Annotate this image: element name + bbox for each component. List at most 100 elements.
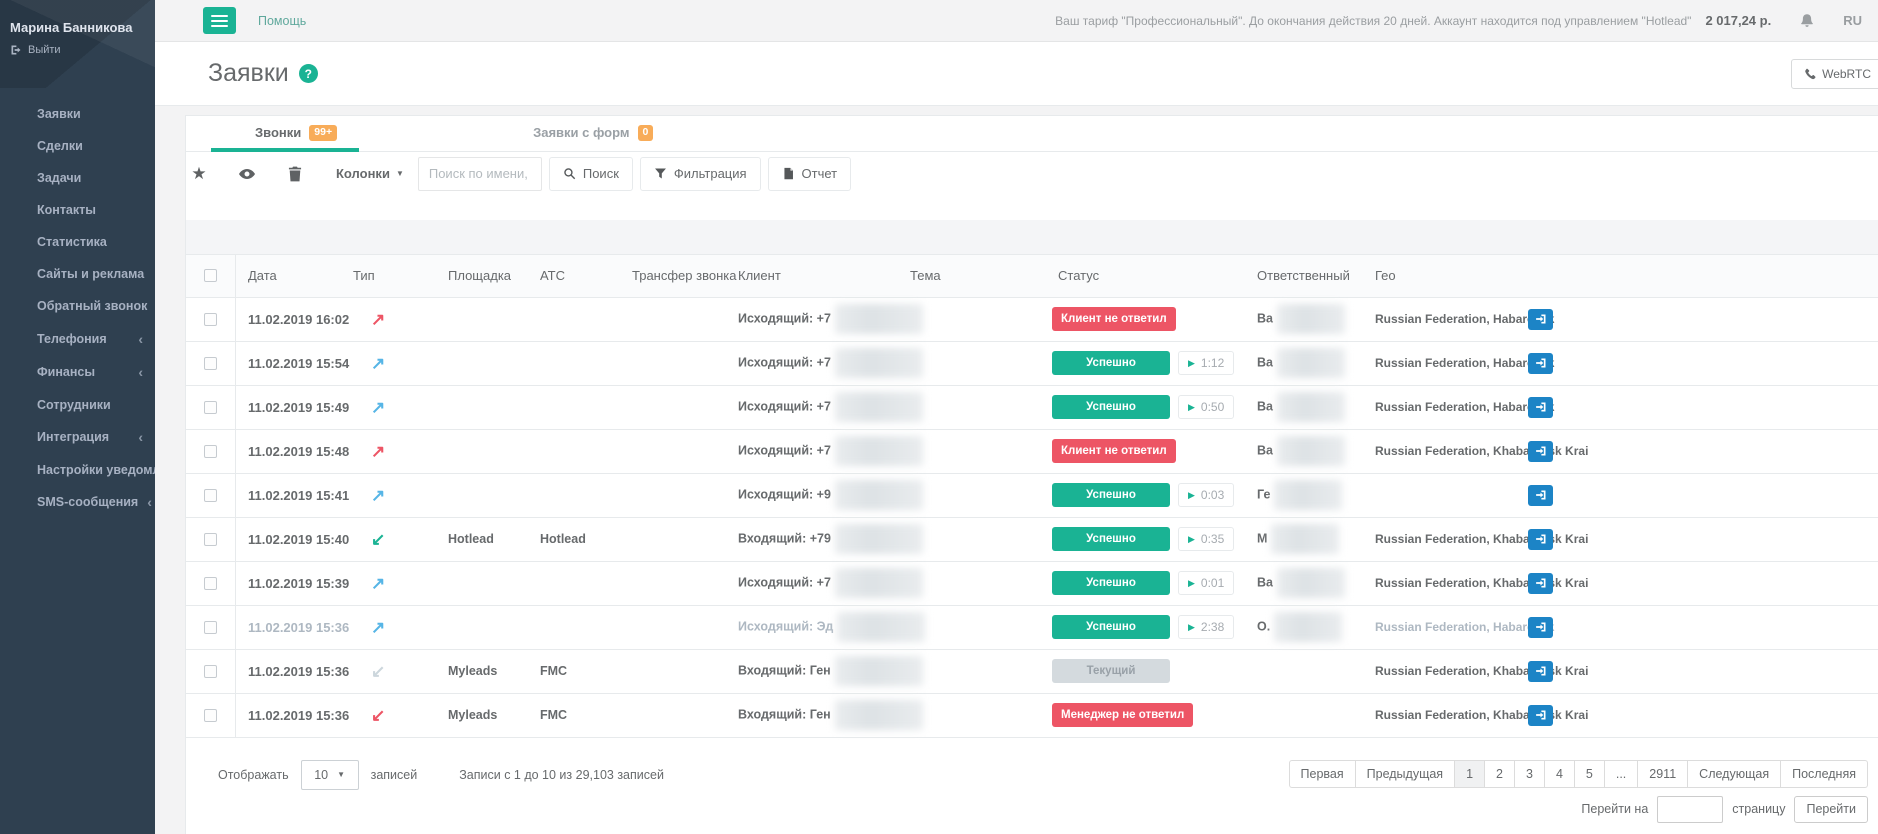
help-link[interactable]: Помощь (258, 13, 307, 28)
row-checkbox[interactable] (204, 444, 217, 458)
tab-1[interactable]: Заявки с форм 0 (489, 118, 675, 151)
row-checkbox[interactable] (204, 312, 217, 326)
goto-page-input[interactable] (1657, 795, 1724, 823)
open-request-button[interactable] (1528, 308, 1553, 330)
table-footer: Отображать 10 ▼ записей Записи с 1 до 10… (186, 738, 1878, 823)
sidebar-item-6[interactable]: Обратный звонок ‹ (0, 290, 161, 323)
pagination-button[interactable]: Следующая (1687, 759, 1782, 788)
call-responsible: Ва (1245, 392, 1363, 423)
open-request-button[interactable] (1528, 440, 1553, 462)
col-theme[interactable]: Тема (910, 268, 941, 284)
pagination-button[interactable]: 3 (1514, 759, 1545, 788)
sidebar-item-10[interactable]: Интеграция ‹ (0, 421, 155, 454)
open-request-button[interactable] (1528, 396, 1553, 418)
pagination-button[interactable]: 2 (1484, 759, 1515, 788)
play-recording-button[interactable]: ▶ 0:35 (1178, 526, 1235, 552)
pagination-button[interactable]: Первая (1288, 759, 1356, 788)
sidebar-item-12[interactable]: SMS-сообщения ‹ (0, 486, 155, 519)
pagination-button[interactable]: ... (1603, 759, 1639, 788)
open-request-button[interactable] (1528, 616, 1553, 638)
menu-toggle-button[interactable] (203, 7, 236, 34)
row-checkbox[interactable] (204, 576, 217, 590)
pagination-button[interactable]: 2911 (1637, 759, 1689, 788)
sidebar-item-4[interactable]: Статистика ‹ (0, 226, 155, 258)
pagination-button[interactable]: 4 (1543, 759, 1575, 788)
columns-dropdown[interactable]: Колонки ▼ (336, 166, 404, 181)
sidebar-item-0[interactable]: Заявки ‹ (0, 98, 155, 130)
col-platform[interactable]: Площадка (448, 268, 512, 284)
col-client[interactable]: Клиент (738, 268, 781, 284)
pagination-button[interactable]: Последняя (1780, 759, 1868, 788)
search-button[interactable]: Поиск (548, 156, 633, 191)
goto-page-button[interactable]: Перейти (1794, 795, 1868, 823)
row-checkbox[interactable] (204, 400, 217, 414)
sidebar-item-3[interactable]: Контакты ‹ (0, 194, 155, 226)
search-input[interactable] (417, 156, 542, 191)
table-body: 11.02.2019 16:02 ↗ Исходящий: +7 Клиент … (186, 297, 1878, 738)
call-geo: Russian Federation, Khabarovsk Krai (1375, 532, 1589, 547)
play-recording-button[interactable]: ▶ 0:03 (1178, 482, 1235, 508)
filter-button[interactable]: Фильтрация (639, 156, 761, 191)
play-recording-button[interactable]: ▶ 1:12 (1178, 350, 1235, 376)
goto-word: страницу (1732, 802, 1786, 817)
recording-duration: 0:01 (1200, 576, 1225, 591)
sidebar-item-2[interactable]: Задачи ‹ (0, 162, 155, 194)
sidebar-item-1[interactable]: Сделки ‹ (0, 130, 155, 162)
help-question-icon[interactable]: ? (298, 64, 318, 83)
play-recording-button[interactable]: ▶ 0:01 (1178, 570, 1235, 596)
status-badge: Успешно (1052, 482, 1170, 508)
pagination-button[interactable]: Предыдущая (1354, 759, 1456, 788)
sidebar-item-7[interactable]: Телефония ‹ (0, 323, 155, 356)
tab-0[interactable]: Звонки 99+ (211, 118, 360, 152)
bell-icon (13, 462, 28, 477)
open-request-button[interactable] (1528, 484, 1553, 506)
trash-icon[interactable] (286, 165, 304, 183)
open-request-button[interactable] (1528, 572, 1553, 594)
pagination-button[interactable]: 1 (1454, 759, 1486, 788)
webrtc-button[interactable]: WebRTC (1791, 58, 1878, 89)
sidebar-item-9[interactable]: Сотрудники ‹ (0, 389, 155, 421)
col-date[interactable]: Дата (248, 268, 277, 284)
play-icon: ▶ (1188, 489, 1195, 500)
sidebar-item-8[interactable]: Финансы ‹ (0, 356, 155, 389)
logout-button[interactable]: Выйти (10, 44, 145, 56)
status-badge: Менеджер не ответил (1052, 702, 1194, 728)
open-request-button[interactable] (1528, 528, 1553, 550)
sidebar-item-11[interactable]: Настройки уведомлений ‹ (0, 454, 190, 486)
col-status[interactable]: Статус (1058, 268, 1100, 284)
row-checkbox[interactable] (204, 664, 217, 678)
page-size-select[interactable]: 10 ▼ (300, 759, 359, 790)
play-recording-button[interactable]: ▶ 0:50 (1178, 394, 1235, 420)
row-checkbox[interactable] (204, 708, 217, 722)
play-recording-button[interactable]: ▶ 2:38 (1178, 614, 1235, 640)
open-request-button[interactable] (1528, 352, 1553, 374)
select-all-checkbox[interactable] (204, 269, 217, 283)
pagination-button[interactable]: 5 (1573, 759, 1605, 788)
col-transfer[interactable]: Трансфер звонка (632, 268, 737, 284)
col-type[interactable]: Тип (353, 268, 375, 284)
contacts-icon (13, 202, 28, 217)
language-switcher[interactable]: RU (1843, 13, 1862, 28)
search-button-label: Поиск (582, 166, 619, 182)
sidebar-item-5[interactable]: Сайты и реклама ‹ (0, 258, 155, 290)
col-responsible[interactable]: Ответственный (1257, 268, 1350, 284)
eye-icon[interactable] (238, 165, 256, 183)
balance[interactable]: 2 017,24 р. (1705, 13, 1772, 28)
row-checkbox[interactable] (204, 532, 217, 546)
row-checkbox[interactable] (204, 488, 217, 502)
open-request-button[interactable] (1528, 660, 1553, 682)
row-checkbox[interactable] (204, 356, 217, 370)
col-geo[interactable]: Гео (1375, 268, 1396, 284)
open-request-button[interactable] (1528, 704, 1553, 726)
favorite-star-icon[interactable]: ★ (191, 164, 207, 184)
table-row: 11.02.2019 15:39 ↗ Исходящий: +7 Успешно… (186, 561, 1878, 606)
row-checkbox[interactable] (204, 620, 217, 634)
caret-down-icon: ▼ (337, 770, 346, 780)
call-platform: Myleads (448, 708, 498, 723)
status-badge: Успешно (1052, 614, 1170, 640)
report-button[interactable]: Отчет (767, 156, 852, 191)
status-badge: Текущий (1052, 658, 1170, 684)
col-ats[interactable]: АТС (540, 268, 565, 284)
bell-icon[interactable] (1799, 13, 1815, 29)
blurred-phone-number (834, 524, 923, 555)
